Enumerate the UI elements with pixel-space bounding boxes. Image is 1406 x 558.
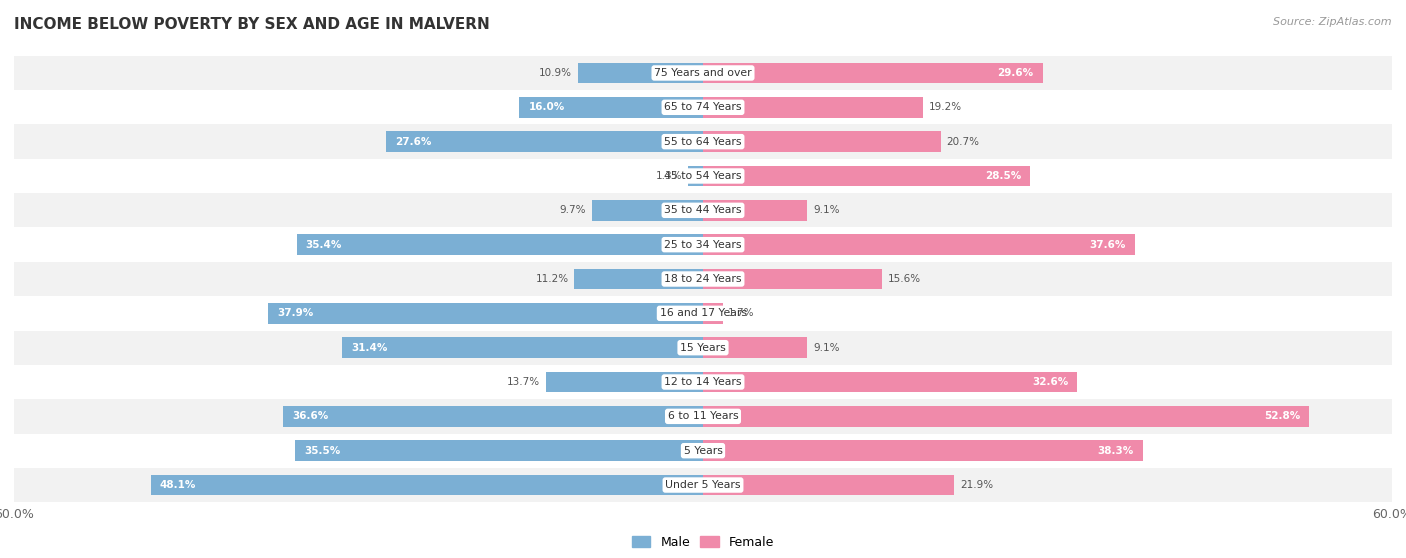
Bar [14, 262, 1392, 296]
Text: 52.8%: 52.8% [1264, 411, 1301, 421]
Text: 37.6%: 37.6% [1090, 240, 1126, 249]
Text: 29.6%: 29.6% [998, 68, 1033, 78]
Bar [14, 228, 1392, 262]
Text: 37.9%: 37.9% [277, 309, 314, 318]
Bar [14, 159, 1392, 193]
Bar [592, 200, 703, 220]
Bar [703, 62, 1043, 83]
Bar [295, 440, 703, 461]
Bar [703, 131, 941, 152]
Text: 9.1%: 9.1% [813, 343, 839, 353]
Bar [14, 124, 1392, 159]
Text: Source: ZipAtlas.com: Source: ZipAtlas.com [1274, 17, 1392, 27]
Bar [14, 365, 1392, 399]
Text: 19.2%: 19.2% [929, 102, 962, 112]
Bar [283, 406, 703, 427]
Text: 10.9%: 10.9% [538, 68, 572, 78]
Text: 21.9%: 21.9% [960, 480, 993, 490]
Text: 12 to 14 Years: 12 to 14 Years [664, 377, 742, 387]
Text: 16.0%: 16.0% [529, 102, 565, 112]
Text: 31.4%: 31.4% [352, 343, 388, 353]
Bar [703, 475, 955, 496]
Bar [703, 406, 1309, 427]
Bar [703, 234, 1135, 255]
Text: 13.7%: 13.7% [506, 377, 540, 387]
Text: 15.6%: 15.6% [887, 274, 921, 284]
Bar [703, 440, 1143, 461]
Text: 9.7%: 9.7% [560, 205, 586, 215]
Bar [703, 97, 924, 118]
Bar [703, 200, 807, 220]
Legend: Male, Female: Male, Female [627, 531, 779, 554]
Text: 18 to 24 Years: 18 to 24 Years [664, 274, 742, 284]
Text: 20.7%: 20.7% [946, 137, 980, 147]
Bar [14, 399, 1392, 434]
Bar [703, 166, 1031, 186]
Text: 1.7%: 1.7% [728, 309, 755, 318]
Bar [267, 303, 703, 324]
Text: 1.3%: 1.3% [655, 171, 682, 181]
Text: 65 to 74 Years: 65 to 74 Years [664, 102, 742, 112]
Text: 16 and 17 Years: 16 and 17 Years [659, 309, 747, 318]
Text: 36.6%: 36.6% [292, 411, 328, 421]
Text: 35.5%: 35.5% [305, 446, 340, 456]
Text: 15 Years: 15 Years [681, 343, 725, 353]
Text: 28.5%: 28.5% [984, 171, 1021, 181]
Text: 32.6%: 32.6% [1032, 377, 1069, 387]
Bar [578, 62, 703, 83]
Bar [703, 303, 723, 324]
Bar [519, 97, 703, 118]
Bar [297, 234, 703, 255]
Bar [150, 475, 703, 496]
Bar [703, 338, 807, 358]
Text: Under 5 Years: Under 5 Years [665, 480, 741, 490]
Bar [14, 193, 1392, 228]
Text: 48.1%: 48.1% [160, 480, 197, 490]
Text: 38.3%: 38.3% [1097, 446, 1133, 456]
Bar [14, 296, 1392, 330]
Bar [546, 372, 703, 392]
Text: 25 to 34 Years: 25 to 34 Years [664, 240, 742, 249]
Bar [387, 131, 703, 152]
Bar [14, 90, 1392, 124]
Text: 75 Years and over: 75 Years and over [654, 68, 752, 78]
Bar [343, 338, 703, 358]
Bar [14, 56, 1392, 90]
Text: 6 to 11 Years: 6 to 11 Years [668, 411, 738, 421]
Text: 45 to 54 Years: 45 to 54 Years [664, 171, 742, 181]
Bar [703, 269, 882, 289]
Text: 9.1%: 9.1% [813, 205, 839, 215]
Bar [14, 434, 1392, 468]
Text: 35 to 44 Years: 35 to 44 Years [664, 205, 742, 215]
Bar [703, 372, 1077, 392]
Text: INCOME BELOW POVERTY BY SEX AND AGE IN MALVERN: INCOME BELOW POVERTY BY SEX AND AGE IN M… [14, 17, 489, 32]
Bar [688, 166, 703, 186]
Text: 27.6%: 27.6% [395, 137, 432, 147]
Text: 5 Years: 5 Years [683, 446, 723, 456]
Text: 55 to 64 Years: 55 to 64 Years [664, 137, 742, 147]
Bar [14, 468, 1392, 502]
Text: 11.2%: 11.2% [536, 274, 568, 284]
Text: 35.4%: 35.4% [305, 240, 342, 249]
Bar [14, 330, 1392, 365]
Bar [575, 269, 703, 289]
